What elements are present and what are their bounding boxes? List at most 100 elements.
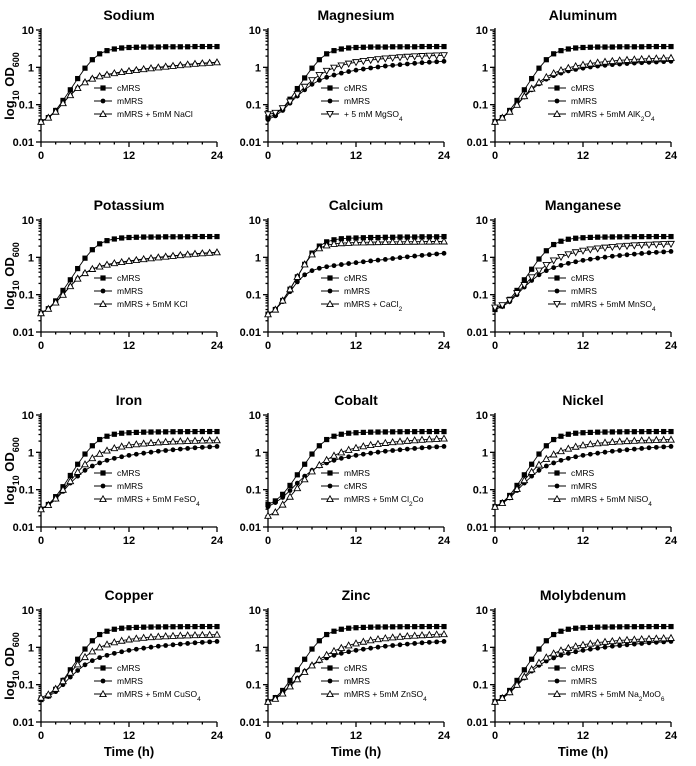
- data-point: [331, 48, 337, 54]
- data-point: [505, 688, 514, 696]
- data-point: [183, 631, 192, 639]
- data-point: [141, 450, 147, 456]
- data-point: [154, 438, 163, 446]
- data-point: [653, 444, 659, 450]
- data-point: [125, 66, 133, 75]
- data-point: [558, 457, 564, 463]
- data-point: [580, 625, 586, 631]
- data-point: [529, 656, 535, 662]
- data-point: [542, 72, 551, 81]
- data-point: [615, 56, 624, 64]
- data-point: [308, 77, 316, 85]
- data-point: [271, 694, 280, 702]
- data-point: [110, 68, 119, 77]
- legend-label: mMRS: [571, 96, 597, 106]
- data-point: [141, 44, 147, 50]
- panel-title: Copper: [105, 587, 155, 603]
- data-point: [579, 441, 587, 449]
- data-point: [551, 241, 557, 248]
- data-point: [375, 624, 381, 630]
- data-point: [67, 277, 73, 283]
- data-point: [81, 460, 89, 468]
- data-point: [557, 446, 565, 455]
- y-tick-label: 10: [22, 25, 34, 37]
- data-point: [89, 247, 95, 253]
- x-tick-label: 0: [38, 150, 44, 162]
- data-point: [551, 265, 557, 271]
- legend-marker: [327, 483, 333, 489]
- x-tick-label: 0: [265, 730, 271, 742]
- data-point: [667, 435, 675, 443]
- data-point: [104, 433, 110, 439]
- x-tick-label: 24: [211, 535, 224, 547]
- panel-manganese: Manganese 0.01 0.1 1 10 0 12 24 cMRS mMRS mMRS + 5…: [467, 197, 678, 352]
- data-point: [141, 645, 147, 651]
- legend-label: cMRS: [571, 663, 594, 673]
- data-point: [37, 309, 45, 317]
- data-point: [346, 45, 352, 51]
- data-point: [366, 238, 375, 246]
- data-point: [668, 233, 674, 240]
- data-point: [587, 234, 593, 240]
- data-point: [434, 623, 440, 630]
- data-point: [565, 46, 571, 52]
- data-point: [667, 240, 675, 249]
- data-point: [587, 44, 593, 50]
- data-point: [82, 646, 88, 652]
- data-point: [573, 45, 579, 51]
- data-point: [177, 44, 183, 50]
- data-point: [609, 44, 615, 50]
- legend-label: mMRS + 5mM Na2MoO6: [571, 689, 665, 703]
- series-triangle-up: [37, 248, 221, 317]
- data-point: [111, 46, 117, 52]
- data-point: [331, 433, 337, 439]
- data-point: [549, 68, 558, 77]
- legend-marker: [554, 85, 560, 91]
- data-point: [432, 237, 441, 245]
- data-point: [419, 624, 425, 630]
- data-point: [353, 647, 359, 653]
- data-point: [300, 667, 309, 675]
- panel-copper: Copper 0.01 0.1 1 10 0 12 24 cMRS mMRS mMRS + 5mM …: [2, 587, 224, 759]
- y-tick-label: 10: [249, 410, 261, 422]
- data-point: [111, 455, 117, 461]
- data-point: [330, 646, 338, 655]
- data-point: [111, 431, 117, 437]
- data-point: [97, 631, 103, 638]
- data-point: [573, 454, 579, 460]
- data-point: [535, 658, 543, 666]
- data-point: [390, 429, 396, 435]
- series-square: [265, 428, 447, 508]
- data-point: [82, 662, 88, 668]
- data-point: [368, 44, 374, 50]
- data-point: [440, 629, 448, 638]
- data-point: [338, 236, 344, 242]
- data-point: [338, 46, 344, 52]
- data-point: [573, 649, 579, 655]
- data-point: [60, 287, 66, 294]
- legend-label: mMRS: [117, 676, 143, 686]
- data-point: [375, 429, 381, 435]
- data-point: [191, 249, 199, 257]
- data-point: [653, 623, 659, 630]
- data-point: [213, 436, 221, 444]
- legend-marker: [554, 288, 560, 294]
- data-point: [623, 242, 631, 251]
- data-point: [631, 641, 637, 647]
- data-point: [199, 623, 205, 630]
- data-point: [352, 443, 360, 451]
- data-point: [148, 44, 154, 50]
- data-point: [557, 66, 565, 74]
- data-point: [132, 255, 141, 264]
- data-point: [535, 267, 543, 275]
- data-point: [513, 290, 521, 298]
- data-point: [191, 59, 199, 67]
- data-point: [557, 646, 565, 654]
- data-point: [536, 451, 542, 457]
- data-point: [587, 646, 593, 652]
- panel-magnesium: Magnesium 0.01 0.1 1 10 0 12 24 cMRS mMRS + 5 mM M…: [240, 7, 451, 162]
- data-point: [344, 60, 353, 68]
- data-point: [397, 234, 403, 240]
- data-point: [390, 44, 396, 50]
- data-point: [214, 639, 220, 644]
